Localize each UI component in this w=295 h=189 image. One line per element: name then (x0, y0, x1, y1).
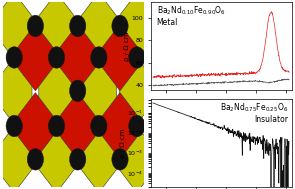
Circle shape (48, 115, 65, 137)
Text: Ba$_2$Nd$_{0.10}$Fe$_{0.90}$O$_6$
Metal: Ba$_2$Nd$_{0.10}$Fe$_{0.90}$O$_6$ Metal (157, 5, 226, 27)
Y-axis label: ρ / Ω cm: ρ / Ω cm (124, 31, 130, 61)
Polygon shape (102, 24, 138, 91)
Polygon shape (0, 126, 32, 189)
Polygon shape (60, 93, 96, 159)
Polygon shape (39, 126, 74, 189)
Y-axis label: ρ / Ω cm: ρ / Ω cm (120, 128, 126, 158)
Circle shape (112, 15, 128, 37)
Polygon shape (0, 57, 32, 124)
Circle shape (48, 47, 65, 68)
Circle shape (112, 149, 128, 170)
Polygon shape (81, 57, 117, 124)
Circle shape (27, 15, 44, 37)
Circle shape (91, 47, 107, 68)
Circle shape (129, 115, 145, 137)
Circle shape (27, 149, 44, 170)
Polygon shape (18, 93, 53, 159)
Polygon shape (81, 0, 117, 59)
Text: Ba$_2$Nd$_{0.75}$Fe$_{0.25}$O$_6$
Insulator: Ba$_2$Nd$_{0.75}$Fe$_{0.25}$O$_6$ Insula… (219, 101, 288, 124)
Circle shape (91, 115, 107, 137)
Circle shape (6, 115, 22, 137)
Circle shape (70, 80, 86, 101)
Polygon shape (18, 24, 53, 91)
Circle shape (129, 47, 145, 68)
Polygon shape (119, 57, 155, 124)
Polygon shape (102, 93, 138, 159)
Polygon shape (119, 0, 155, 59)
Polygon shape (39, 0, 74, 59)
Polygon shape (39, 57, 74, 124)
Polygon shape (60, 24, 96, 91)
Polygon shape (0, 0, 32, 59)
Circle shape (70, 15, 86, 37)
Polygon shape (119, 126, 155, 189)
Polygon shape (81, 126, 117, 189)
Circle shape (6, 47, 22, 68)
Circle shape (70, 149, 86, 170)
